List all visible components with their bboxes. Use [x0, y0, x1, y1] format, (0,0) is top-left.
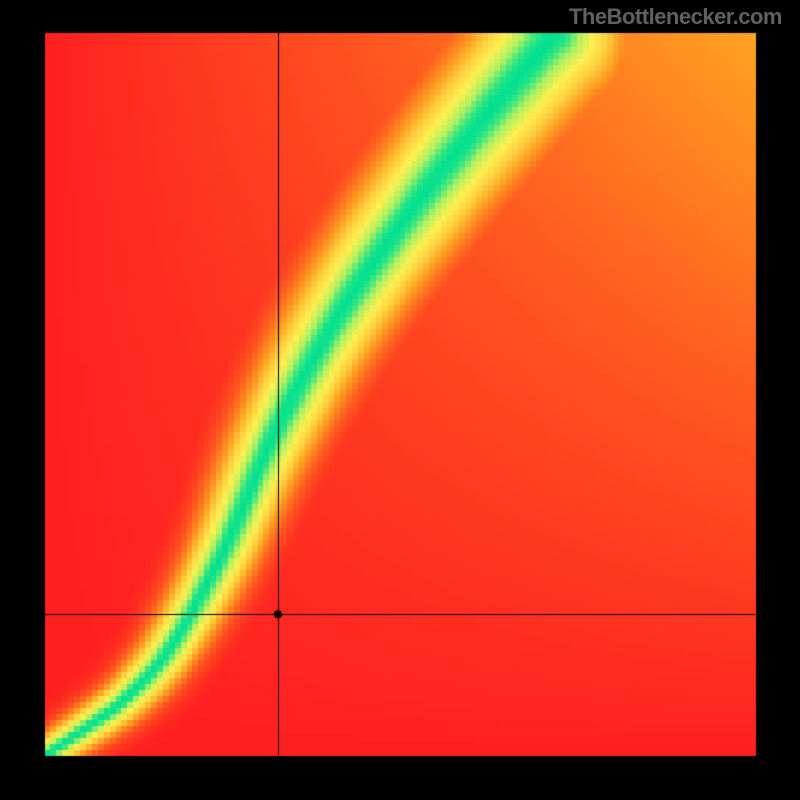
figure-root: TheBottlenecker.com: [0, 0, 800, 800]
watermark-text: TheBottlenecker.com: [569, 4, 782, 30]
heatmap-canvas: [0, 0, 800, 800]
